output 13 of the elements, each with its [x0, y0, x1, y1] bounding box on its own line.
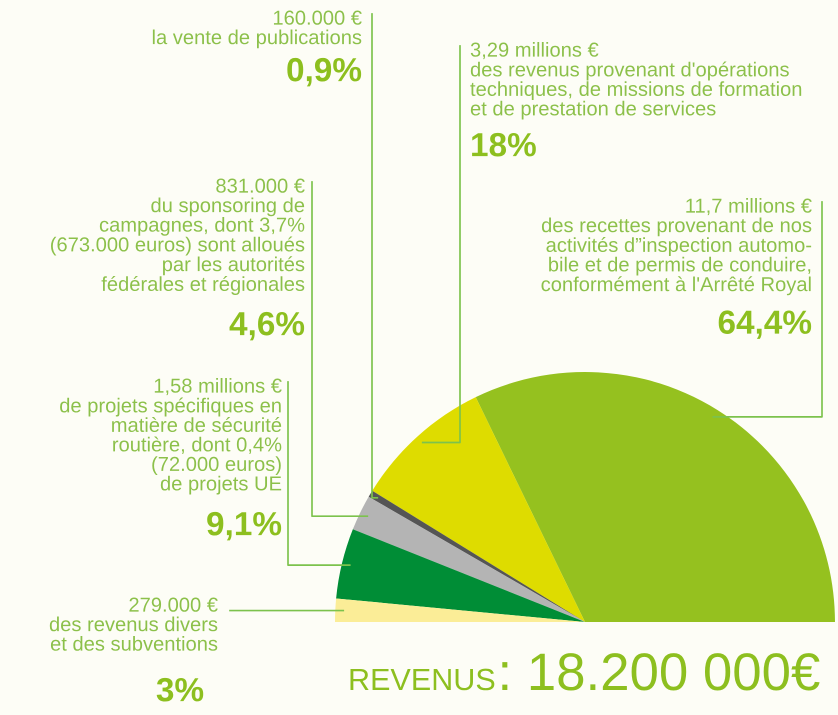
- slice-label: 11,7 millions € des recettes provenant de nos activités d”inspection automo- bile et de permis de conduire, conformément à l'Arrêté Royal: [542, 198, 812, 296]
- data-label: 0,9%: [287, 58, 362, 86]
- data-label: 64,4%: [718, 310, 812, 339]
- slice-label: 160.000 € la vente de publications: [152, 10, 362, 48]
- slice-label: 831.000 € du sponsoring de campagnes, dont 3,7% (673.000 euros) sont alloués par les autorités fédérales et régionales: [51, 178, 305, 296]
- slice-label: 1,58 millions € de projets spécifiques en matière de sécurité routière, dont 0,4% (72.000 euros) de projets UE: [60, 378, 282, 495]
- slice-label: 279.000 € des revenus divers et des subventions: [50, 598, 218, 651]
- slice-label: 3,29 millions € des revenus provenant d'opérations techniques, de missions de formation et de prestation de services: [470, 42, 802, 120]
- text: REVENUS: 18.200 000€: [350, 653, 820, 691]
- data-label: 4,6%: [230, 312, 304, 340]
- data-label: 3%: [156, 678, 204, 702]
- data-label: 9,1%: [207, 512, 282, 540]
- data-label: 18%: [472, 132, 536, 156]
